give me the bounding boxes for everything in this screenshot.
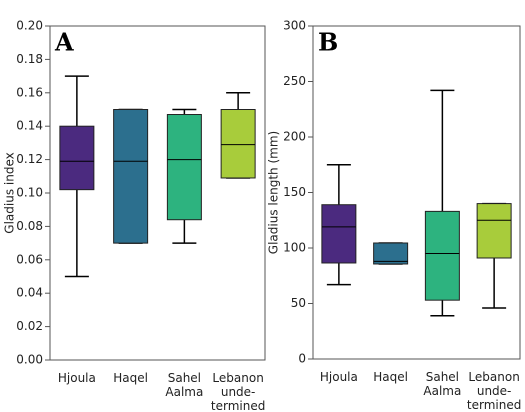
- x-tick-label-line: Hjoula: [58, 371, 96, 385]
- y-tick-label: 0.20: [16, 19, 43, 33]
- x-tick-label-line: unde-: [477, 384, 512, 398]
- x-tick-label: Hjoula: [320, 370, 358, 384]
- y-tick-label: 0.18: [16, 52, 43, 66]
- x-tick-label-line: Lebanon: [212, 371, 263, 385]
- y-tick-label: 0.14: [16, 119, 43, 133]
- y-tick-label: 200: [283, 130, 306, 144]
- panel-label: A: [54, 28, 74, 57]
- y-tick-label: 0.12: [16, 152, 43, 166]
- box: [476, 203, 512, 259]
- y-tick-label: 0: [298, 352, 306, 366]
- x-tick-label: Lebanon unde-termined: [211, 371, 265, 412]
- x-tick-label-line: Aalma: [423, 384, 461, 398]
- x-tick-label-line: termined: [467, 398, 521, 412]
- x-tick-label-line: Hjoula: [320, 370, 358, 384]
- x-tick-label-line: Sahel: [168, 371, 201, 385]
- y-tick-label: 0.06: [16, 252, 43, 266]
- x-tick-label-line: Sahel: [426, 370, 459, 384]
- box: [220, 109, 256, 179]
- x-tick-label: Lebanon unde-termined: [467, 370, 521, 412]
- box: [166, 114, 202, 221]
- x-tick-label-line: Haqel: [113, 371, 148, 385]
- x-tick-label: Sahel Aalma: [165, 371, 203, 399]
- x-tick-label-line: Aalma: [165, 385, 203, 399]
- y-tick-label: 150: [283, 185, 306, 199]
- panel-label: B: [318, 28, 338, 57]
- y-tick-label: 300: [283, 19, 306, 33]
- box: [321, 204, 357, 264]
- box: [373, 242, 409, 265]
- y-tick-label: 0.04: [16, 286, 43, 300]
- x-tick-label-line: unde-: [221, 385, 256, 399]
- plot-frame: [312, 25, 521, 360]
- x-tick-label: Hjoula: [58, 371, 96, 385]
- y-tick-label: 0.16: [16, 85, 43, 99]
- x-tick-label-line: Haqel: [373, 370, 408, 384]
- box: [59, 125, 95, 191]
- y-tick-label: 0.00: [16, 353, 43, 367]
- y-axis-label: Gladius length (mm): [267, 131, 281, 254]
- box: [113, 109, 149, 244]
- x-tick-label: Haqel: [373, 370, 408, 384]
- y-tick-label: 100: [283, 241, 306, 255]
- y-tick-label: 250: [283, 74, 306, 88]
- y-tick-label: 0.10: [16, 186, 43, 200]
- x-tick-label: Haqel: [113, 371, 148, 385]
- x-tick-label-line: Lebanon: [468, 370, 519, 384]
- y-tick-label: 0.08: [16, 219, 43, 233]
- x-tick-label: Sahel Aalma: [423, 370, 461, 398]
- box: [424, 210, 460, 301]
- y-tick-label: 0.02: [16, 319, 43, 333]
- y-axis-label: Gladius index: [3, 152, 17, 233]
- y-tick-label: 50: [291, 296, 306, 310]
- x-tick-label-line: termined: [211, 399, 265, 412]
